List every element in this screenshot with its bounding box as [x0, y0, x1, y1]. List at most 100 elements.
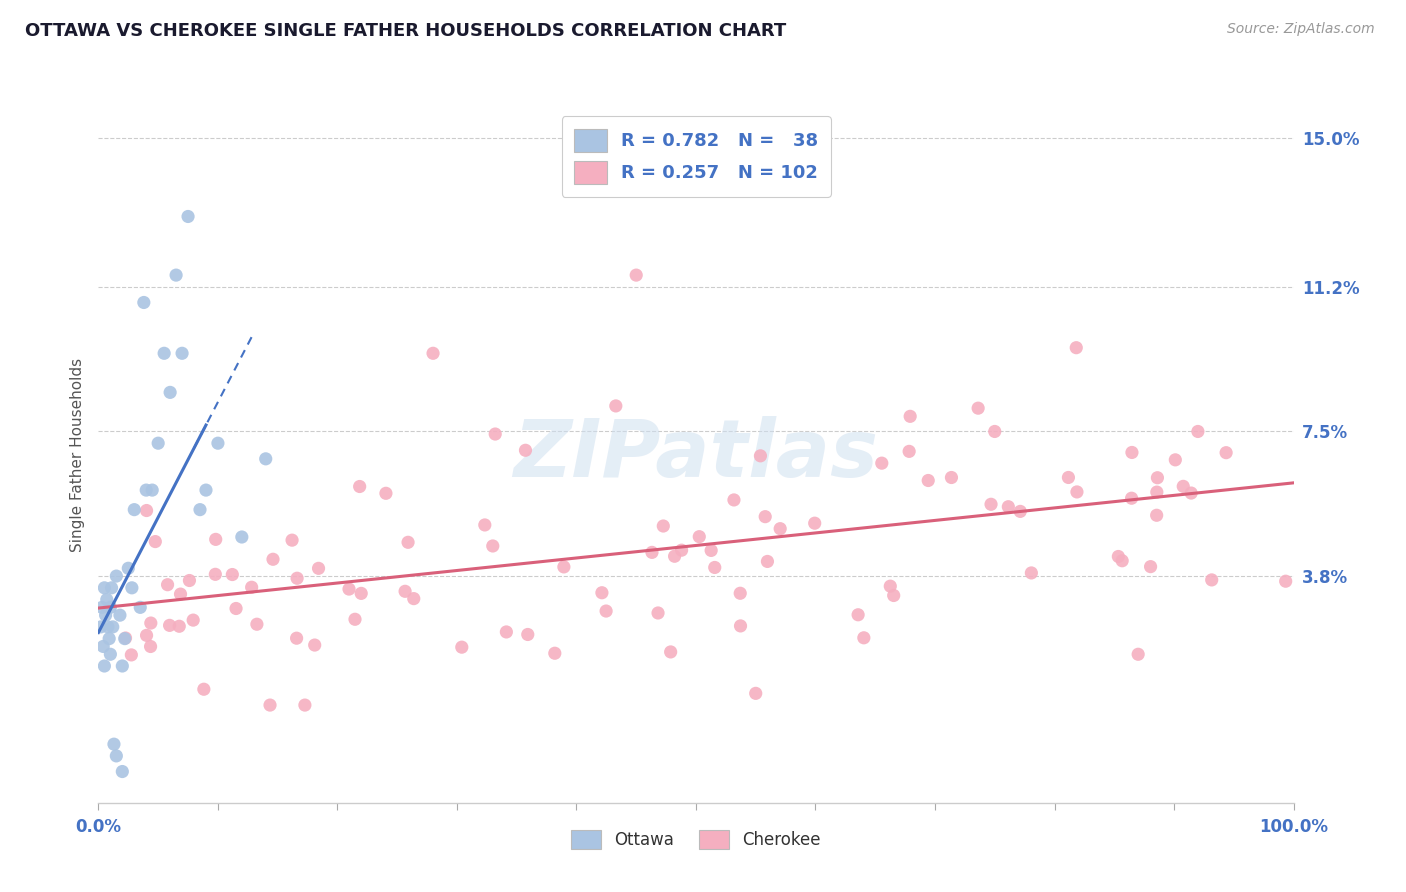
Legend: Ottawa, Cherokee: Ottawa, Cherokee: [562, 822, 830, 857]
Point: [93, 659, 115, 673]
Point: [111, 764, 134, 779]
Point: [181, 613, 204, 627]
Point: [647, 606, 669, 620]
Text: OTTAWA VS CHEROKEE SINGLE FATHER HOUSEHOLDS CORRELATION CHART: OTTAWA VS CHEROKEE SINGLE FATHER HOUSEHO…: [25, 22, 786, 40]
Point: [193, 682, 215, 697]
Point: [294, 698, 316, 712]
Point: [803, 516, 825, 531]
Point: [481, 539, 503, 553]
Point: [93, 581, 115, 595]
Point: [980, 497, 1002, 511]
Point: [394, 584, 416, 599]
Point: [745, 686, 768, 700]
Point: [141, 483, 163, 497]
Point: [1215, 445, 1237, 459]
Point: [98, 647, 122, 661]
Point: [967, 401, 990, 416]
Point: [90, 620, 112, 634]
Point: [749, 449, 772, 463]
Point: [98, 600, 122, 615]
Text: Source: ZipAtlas.com: Source: ZipAtlas.com: [1227, 22, 1375, 37]
Point: [105, 569, 128, 583]
Point: [374, 486, 396, 500]
Point: [659, 645, 682, 659]
Point: [204, 533, 226, 547]
Point: [108, 608, 131, 623]
Point: [96, 592, 118, 607]
Point: [898, 409, 921, 424]
Point: [281, 533, 304, 548]
Point: [700, 543, 723, 558]
Point: [544, 646, 567, 660]
Point: [883, 589, 905, 603]
Point: [304, 638, 326, 652]
Point: [1146, 471, 1168, 485]
Point: [343, 612, 366, 626]
Point: [231, 530, 253, 544]
Point: [671, 543, 693, 558]
Point: [91, 640, 114, 654]
Point: [652, 519, 675, 533]
Point: [159, 385, 181, 400]
Point: [285, 631, 308, 645]
Point: [153, 346, 176, 360]
Point: [103, 737, 125, 751]
Point: [114, 631, 136, 645]
Point: [917, 474, 939, 488]
Point: [350, 586, 373, 600]
Point: [204, 567, 226, 582]
Point: [402, 591, 425, 606]
Point: [259, 698, 281, 712]
Point: [396, 535, 419, 549]
Point: [159, 618, 181, 632]
Point: [754, 509, 776, 524]
Point: [1121, 445, 1143, 459]
Point: [105, 748, 128, 763]
Point: [285, 571, 308, 585]
Point: [97, 620, 120, 634]
Point: [165, 268, 187, 282]
Point: [1121, 491, 1143, 506]
Point: [1064, 341, 1087, 355]
Point: [179, 574, 201, 588]
Point: [135, 628, 157, 642]
Point: [997, 500, 1019, 514]
Point: [450, 640, 472, 655]
Point: [195, 483, 218, 497]
Point: [121, 581, 143, 595]
Point: [605, 399, 627, 413]
Point: [117, 561, 139, 575]
Point: [135, 483, 157, 497]
Point: [167, 619, 190, 633]
Point: [1180, 486, 1202, 500]
Point: [169, 587, 191, 601]
Point: [984, 425, 1007, 439]
Point: [139, 615, 162, 630]
Point: [941, 470, 963, 484]
Point: [1201, 573, 1223, 587]
Point: [129, 600, 152, 615]
Point: [1274, 574, 1296, 589]
Point: [641, 545, 664, 559]
Point: [91, 600, 114, 615]
Point: [177, 210, 200, 224]
Point: [254, 451, 277, 466]
Y-axis label: Single Father Households: Single Father Households: [69, 358, 84, 552]
Point: [474, 518, 496, 533]
Point: [135, 503, 157, 517]
Point: [1146, 485, 1168, 500]
Point: [114, 632, 136, 646]
Point: [846, 607, 869, 622]
Point: [516, 627, 538, 641]
Point: [898, 444, 921, 458]
Point: [120, 648, 142, 662]
Point: [262, 552, 284, 566]
Point: [664, 549, 686, 564]
Point: [703, 560, 725, 574]
Point: [626, 268, 648, 282]
Point: [595, 604, 617, 618]
Point: [1146, 508, 1168, 523]
Point: [124, 502, 146, 516]
Point: [156, 577, 179, 591]
Point: [1057, 470, 1080, 484]
